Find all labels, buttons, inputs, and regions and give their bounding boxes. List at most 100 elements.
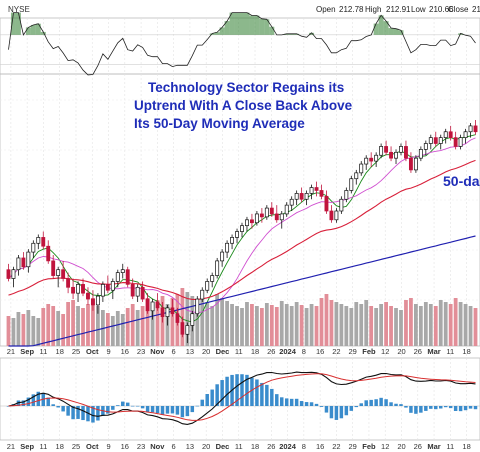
volume-bar <box>46 304 51 346</box>
candle-body <box>145 298 150 312</box>
candle-body <box>215 260 220 276</box>
x-tick-label-lower: Feb <box>362 442 376 451</box>
candle-body <box>185 325 190 335</box>
x-tick-label-upper: Nov <box>150 347 165 356</box>
volume-bar <box>110 316 115 346</box>
macd-histogram-bar <box>56 406 60 408</box>
candle-body <box>349 178 354 191</box>
annotation-line-3: Its 50-Day Moving Average <box>134 116 305 131</box>
candle-body <box>190 313 195 326</box>
candle-body <box>309 187 314 194</box>
volume-bar <box>230 304 234 346</box>
macd-histogram-bar <box>379 397 383 406</box>
candle-body <box>180 322 185 335</box>
price-panel-frame <box>0 73 480 347</box>
ma-50-line <box>8 159 476 300</box>
macd-histogram-bar <box>111 406 115 410</box>
x-tick-label-lower: 2024 <box>279 442 297 451</box>
volume-bar <box>433 306 438 346</box>
candle-body <box>210 275 215 282</box>
volume-bar <box>105 313 110 346</box>
macd-histogram-bar <box>245 374 249 406</box>
high-value: 212.91 <box>386 5 411 14</box>
macd-histogram-bar <box>200 399 204 406</box>
volume-bar <box>379 304 384 346</box>
volume-bar <box>81 308 85 346</box>
macd-histogram-bar <box>121 401 125 406</box>
x-tick-label-upper: 11 <box>40 347 48 356</box>
x-tick-label-upper: 20 <box>397 347 405 356</box>
candle-body <box>100 284 105 297</box>
candle-body <box>289 198 294 206</box>
volume-bar <box>56 311 61 346</box>
macd-histogram-bar <box>339 406 344 419</box>
candle-body <box>91 298 95 306</box>
macd-histogram-bar <box>458 406 463 412</box>
volume-bar <box>418 306 423 346</box>
volume-bar <box>215 294 220 346</box>
volume-bar <box>130 304 135 346</box>
candle-body <box>110 281 115 291</box>
volume-bar <box>96 306 100 346</box>
macd-histogram-bar <box>304 402 309 406</box>
open-label: Open <box>316 5 336 14</box>
candle-body <box>458 137 463 147</box>
volume-bar <box>374 308 379 346</box>
macd-histogram-bar <box>76 406 80 419</box>
candle-body <box>175 313 180 323</box>
x-tick-label-upper: Dec <box>216 347 230 356</box>
close-label: Close <box>448 5 469 14</box>
candle-body <box>394 151 398 159</box>
macd-histogram-bar <box>314 403 319 406</box>
candle-body <box>240 225 244 232</box>
x-tick-label-upper: 18 <box>56 347 64 356</box>
macd-histogram-bar <box>175 406 180 415</box>
volume-bar <box>354 302 359 346</box>
x-tick-label-lower: 21 <box>7 442 15 451</box>
candle-body <box>26 251 31 268</box>
macd-histogram-bar <box>21 400 26 406</box>
macd-histogram-bar <box>260 382 264 406</box>
candle-body <box>379 146 384 156</box>
volume-bar <box>36 318 41 346</box>
x-tick-label-upper: 16 <box>316 347 324 356</box>
x-tick-label-lower: 23 <box>137 442 145 451</box>
macd-histogram-bar <box>46 397 50 406</box>
macd-histogram-bar <box>424 406 428 411</box>
x-tick-label-upper: Oct <box>86 347 99 356</box>
candle-body <box>374 154 379 162</box>
candle-body <box>279 213 284 221</box>
candle-body <box>51 260 56 276</box>
volume-bar <box>473 308 478 346</box>
volume-bar <box>319 298 324 346</box>
volume-bar <box>16 312 21 346</box>
candle-body <box>245 219 249 227</box>
volume-bar <box>389 306 393 346</box>
volume-bar <box>468 306 473 346</box>
volume-bar <box>125 308 130 346</box>
rsi-overbought-fill <box>393 28 399 35</box>
candle-body <box>408 157 413 171</box>
rsi-overbought-fill <box>383 21 389 35</box>
macd-histogram-bar <box>61 406 65 412</box>
rsi-overbought-fill <box>259 18 265 35</box>
volume-bar <box>26 310 31 346</box>
macd-histogram-bar <box>220 380 224 406</box>
volume-bar <box>185 292 190 346</box>
x-tick-label-lower: 18 <box>251 442 259 451</box>
rsi-overbought-fill <box>294 33 300 35</box>
x-tick-label-lower: 20 <box>202 442 210 451</box>
candle-body <box>274 213 279 221</box>
volume-bar <box>86 304 90 346</box>
candle-body <box>433 137 438 144</box>
macd-histogram-bar <box>185 406 190 417</box>
ma-50-label: 50-day <box>443 173 480 189</box>
macd-histogram-bar <box>319 406 324 407</box>
x-tick-label-lower: 18 <box>462 442 470 451</box>
volume-bar <box>235 306 239 346</box>
volume-bars <box>6 288 478 346</box>
x-tick-label-upper: 2024 <box>279 347 297 356</box>
rsi-overbought-fill <box>249 15 255 35</box>
x-tick-label-upper: 21 <box>7 347 15 356</box>
candle-body <box>21 257 26 268</box>
